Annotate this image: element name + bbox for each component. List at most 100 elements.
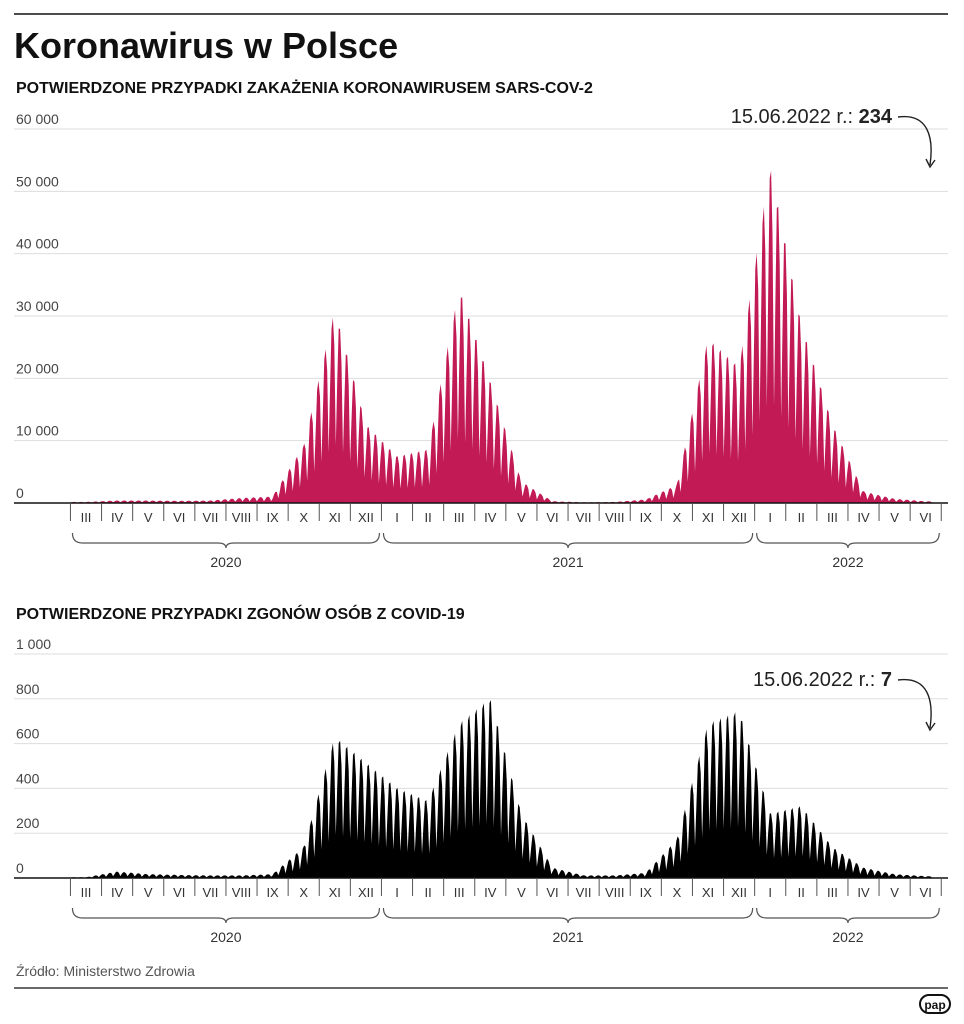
svg-text:pap: pap: [924, 998, 945, 1012]
cases-area-series: [70, 170, 932, 503]
cases-month-label: III: [81, 510, 92, 525]
cases-month-label: VI: [920, 510, 932, 525]
deaths-year-label: 2022: [832, 929, 863, 945]
deaths-y-tick-label: 800: [16, 681, 40, 697]
deaths-month-label: III: [454, 885, 465, 900]
cases-y-tick-label: 20 000: [16, 360, 59, 376]
deaths-y-tick-label: 0: [16, 860, 24, 876]
cases-month-label: I: [768, 510, 772, 525]
deaths-year-label: 2020: [210, 929, 241, 945]
deaths-annotation: 15.06.2022 r.: 7: [753, 669, 892, 691]
cases-month-label: IX: [266, 510, 279, 525]
cases-annotation-date: 15.06.2022 r.:: [731, 106, 859, 128]
deaths-month-label: XI: [329, 885, 341, 900]
deaths-year-label: 2021: [552, 929, 583, 945]
deaths-month-label: I: [395, 885, 399, 900]
cases-month-label: X: [673, 510, 682, 525]
cases-y-tick-label: 40 000: [16, 236, 59, 252]
deaths-month-label: VII: [576, 885, 592, 900]
deaths-annotation-arrowhead: [925, 721, 936, 732]
deaths-month-label: XI: [702, 885, 714, 900]
cases-annotation-value: 234: [859, 106, 893, 128]
cases-y-tick-label: 30 000: [16, 298, 59, 314]
deaths-month-label: II: [798, 885, 805, 900]
deaths-month-label: XII: [731, 885, 747, 900]
cases-month-label: V: [890, 510, 899, 525]
deaths-month-label: VIII: [232, 885, 252, 900]
cases-month-label: XII: [731, 510, 747, 525]
cases-month-label: VI: [546, 510, 558, 525]
cases-year-label: 2020: [210, 554, 241, 570]
deaths-month-label: IV: [111, 885, 124, 900]
cases-month-label: III: [454, 510, 465, 525]
deaths-month-label: IV: [484, 885, 497, 900]
cases-month-label: XI: [702, 510, 714, 525]
cases-month-label: II: [798, 510, 805, 525]
cases-annotation-arrowhead: [925, 158, 936, 169]
deaths-month-label: VIII: [605, 885, 625, 900]
cases-month-label: IV: [484, 510, 497, 525]
deaths-month-label: IX: [640, 885, 653, 900]
deaths-annotation-value: 7: [881, 669, 892, 691]
deaths-month-label: VI: [546, 885, 558, 900]
deaths-y-tick-label: 200: [16, 815, 40, 831]
cases-month-label: X: [299, 510, 308, 525]
cases-month-label: II: [424, 510, 431, 525]
page-title: Koronawirus w Polsce: [14, 25, 398, 66]
deaths-month-label: V: [890, 885, 899, 900]
cases-month-label: VIII: [605, 510, 625, 525]
deaths-month-label: X: [673, 885, 682, 900]
cases-year-brace: [71, 532, 381, 549]
cases-year-label: 2021: [552, 554, 583, 570]
deaths-month-label: III: [827, 885, 838, 900]
deaths-month-label: XII: [358, 885, 374, 900]
deaths-month-label: V: [517, 885, 526, 900]
cases-month-label: VII: [576, 510, 592, 525]
cases-chart-title: POTWIERDZONE PRZYPADKI ZAKAŻENIA KORONAW…: [16, 79, 593, 97]
deaths-year-brace: [71, 907, 381, 924]
cases-month-label: IV: [111, 510, 124, 525]
cases-y-tick-label: 50 000: [16, 173, 59, 189]
deaths-month-label: IX: [266, 885, 279, 900]
deaths-year-brace: [382, 907, 754, 924]
cases-y-tick-label: 60 000: [16, 111, 59, 127]
deaths-month-label: III: [81, 885, 92, 900]
cases-month-label: XII: [358, 510, 374, 525]
cases-month-label: XI: [329, 510, 341, 525]
pap-logo: pap: [919, 994, 951, 1014]
cases-year-label: 2022: [832, 554, 863, 570]
deaths-y-tick-label: 600: [16, 726, 40, 742]
cases-annotation-arrow: [897, 115, 932, 166]
deaths-month-label: IV: [857, 885, 870, 900]
deaths-month-label: X: [299, 885, 308, 900]
deaths-month-label: I: [768, 885, 772, 900]
deaths-month-label: II: [424, 885, 431, 900]
cases-month-label: IX: [640, 510, 653, 525]
cases-month-label: V: [144, 510, 153, 525]
cases-month-label: I: [395, 510, 399, 525]
deaths-y-tick-label: 1 000: [16, 636, 51, 652]
cases-month-label: V: [517, 510, 526, 525]
deaths-y-tick-label: 400: [16, 770, 40, 786]
cases-annotation: 15.06.2022 r.: 234: [731, 106, 893, 128]
deaths-area-series: [70, 700, 932, 878]
cases-y-tick-label: 0: [16, 485, 24, 501]
cases-year-brace: [382, 532, 754, 549]
deaths-month-label: V: [144, 885, 153, 900]
cases-month-label: IV: [857, 510, 870, 525]
cases-y-tick-label: 10 000: [16, 423, 59, 439]
deaths-year-brace: [756, 907, 940, 924]
deaths-annotation-arrow: [897, 678, 932, 729]
cases-year-brace: [756, 532, 940, 549]
deaths-chart-title: POTWIERDZONE PRZYPADKI ZGONÓW OSÓB Z COV…: [16, 604, 465, 623]
deaths-month-label: VII: [202, 885, 218, 900]
cases-month-label: VII: [202, 510, 218, 525]
source-note: Źródło: Ministerstwo Zdrowia: [16, 963, 195, 979]
deaths-month-label: VI: [173, 885, 185, 900]
cases-month-label: III: [827, 510, 838, 525]
cases-month-label: VI: [173, 510, 185, 525]
deaths-month-label: VI: [920, 885, 932, 900]
deaths-annotation-date: 15.06.2022 r.:: [753, 669, 881, 691]
